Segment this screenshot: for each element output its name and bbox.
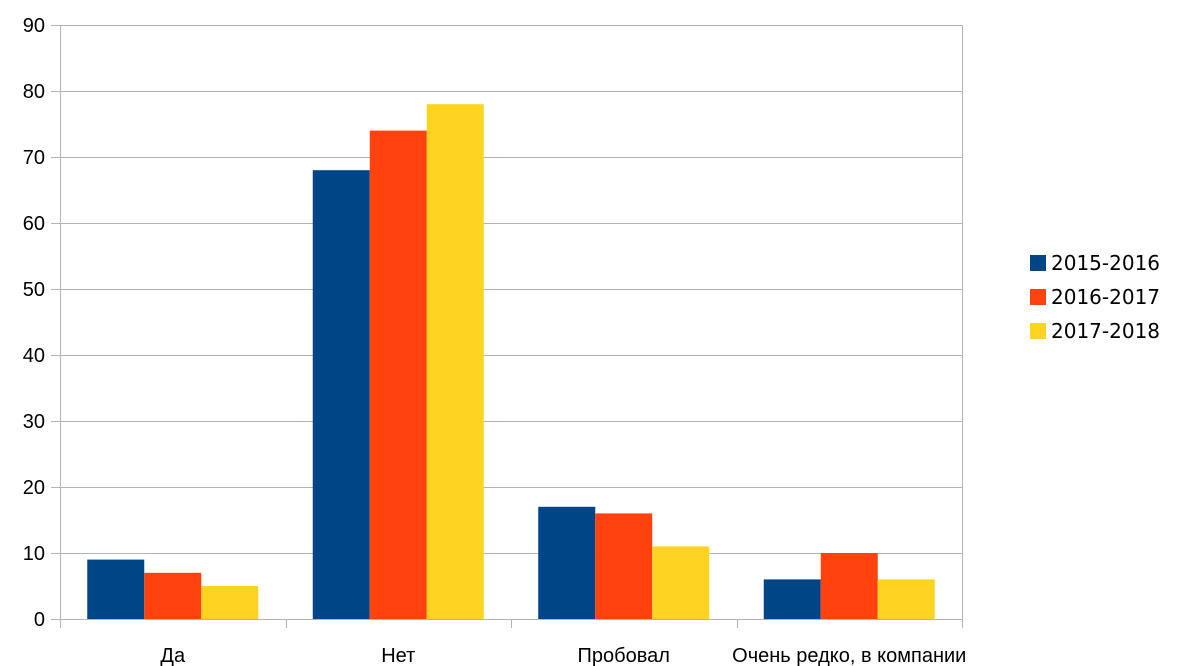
y-tick-label: 70 xyxy=(23,147,45,169)
bar-2015-2016-0 xyxy=(87,559,145,619)
bar-2016-2017-3 xyxy=(820,553,878,619)
legend-swatch xyxy=(1030,323,1046,339)
y-tick-label: 60 xyxy=(23,213,45,235)
bar-2016-2017-2 xyxy=(595,513,653,619)
y-tick-label: 90 xyxy=(23,15,45,37)
x-tick-label: Да xyxy=(160,645,186,666)
legend-item: 2017-2018 xyxy=(1030,319,1160,343)
bar-2017-2018-2 xyxy=(652,546,710,619)
legend-label: 2015-2016 xyxy=(1051,251,1160,275)
bar-2017-2018-1 xyxy=(426,104,484,619)
legend: 2015-2016 2016-2017 2017-2018 xyxy=(1030,251,1160,343)
bars-layer xyxy=(87,104,935,619)
x-tick-label: Нет xyxy=(381,645,415,666)
y-tick-labels: 0 10 20 30 40 50 60 70 80 90 xyxy=(23,15,45,631)
x-tick-label: Пробовал xyxy=(578,645,670,666)
axes-layer xyxy=(51,25,963,628)
bar-2015-2016-2 xyxy=(538,506,596,619)
y-tick-label: 40 xyxy=(23,345,45,367)
y-tick-label: 10 xyxy=(23,543,45,565)
y-tick-label: 30 xyxy=(23,411,45,433)
bar-2015-2016-3 xyxy=(763,579,821,619)
bar-2017-2018-3 xyxy=(877,579,935,619)
y-tick-label: 20 xyxy=(23,477,45,499)
grid-layer xyxy=(60,25,962,620)
x-tick-label: Очень редко, в компании xyxy=(732,645,966,666)
legend-label: 2016-2017 xyxy=(1051,285,1160,309)
y-tick-label: 80 xyxy=(23,81,45,103)
legend-label: 2017-2018 xyxy=(1051,319,1160,343)
legend-swatch xyxy=(1030,289,1046,305)
legend-swatch xyxy=(1030,255,1046,271)
y-tick-label: 0 xyxy=(34,609,45,631)
bar-2016-2017-1 xyxy=(369,130,427,619)
y-tick-label: 50 xyxy=(23,279,45,301)
bar-2017-2018-0 xyxy=(201,586,259,619)
x-tick-labels: Да Нет Пробовал Очень редко, в компании xyxy=(160,645,966,666)
legend-item: 2015-2016 xyxy=(1030,251,1160,275)
bar-2016-2017-0 xyxy=(144,572,202,619)
legend-item: 2016-2017 xyxy=(1030,285,1160,309)
bar-2015-2016-1 xyxy=(312,170,370,619)
